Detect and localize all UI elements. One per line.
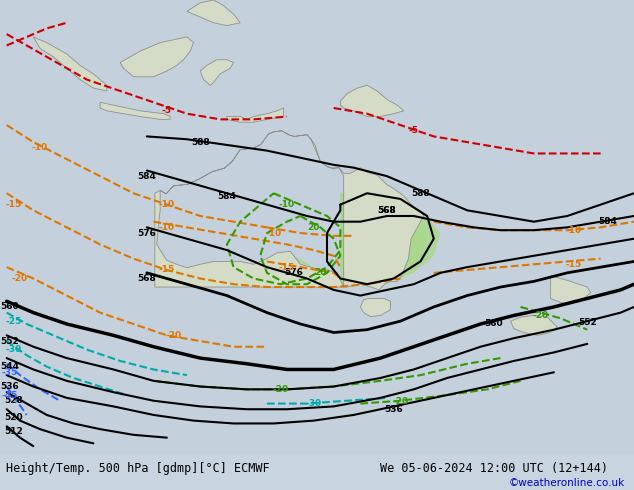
Text: 560: 560 (1, 302, 19, 312)
Polygon shape (510, 316, 557, 335)
Text: 576: 576 (284, 269, 303, 277)
Polygon shape (34, 37, 107, 91)
Text: -15: -15 (566, 260, 582, 269)
Polygon shape (120, 37, 193, 77)
Text: -15: -15 (5, 200, 22, 209)
Text: -20: -20 (165, 331, 181, 340)
Polygon shape (155, 131, 424, 290)
Text: 536: 536 (384, 405, 403, 414)
Text: -20: -20 (392, 397, 408, 406)
Text: -20: -20 (272, 385, 288, 394)
Text: -30: -30 (306, 399, 321, 408)
Polygon shape (100, 102, 170, 120)
Text: -30: -30 (5, 345, 22, 354)
Polygon shape (550, 276, 591, 304)
Text: 576: 576 (138, 228, 156, 238)
Text: 584: 584 (138, 172, 156, 181)
Polygon shape (340, 193, 441, 284)
Polygon shape (200, 60, 233, 85)
Text: 512: 512 (4, 427, 23, 437)
Text: 528: 528 (4, 396, 23, 405)
Text: 20: 20 (314, 269, 327, 277)
Polygon shape (510, 316, 557, 335)
Text: 568: 568 (138, 274, 156, 283)
Text: -10: -10 (566, 226, 582, 235)
Text: We 05-06-2024 12:00 UTC (12+144): We 05-06-2024 12:00 UTC (12+144) (380, 463, 609, 475)
Text: -15: -15 (279, 263, 295, 271)
Text: -20: -20 (533, 311, 548, 320)
Polygon shape (340, 85, 404, 117)
Text: -5: -5 (162, 106, 172, 115)
Polygon shape (187, 0, 240, 25)
Text: -10: -10 (266, 228, 281, 238)
Text: 588: 588 (411, 189, 430, 198)
Text: -10: -10 (158, 200, 175, 209)
Polygon shape (157, 176, 427, 284)
Text: 568: 568 (378, 206, 396, 215)
Text: 588: 588 (191, 138, 210, 147)
Text: 560: 560 (484, 319, 503, 328)
Text: 552: 552 (578, 318, 597, 327)
Text: 552: 552 (1, 337, 20, 345)
Polygon shape (360, 298, 391, 317)
Text: -10: -10 (158, 223, 175, 232)
Text: 584: 584 (217, 192, 236, 200)
Polygon shape (227, 108, 283, 122)
Text: -10: -10 (32, 143, 48, 152)
Text: 568: 568 (378, 206, 396, 215)
Text: -25: -25 (5, 317, 22, 326)
Text: 20: 20 (307, 223, 320, 232)
Text: 520: 520 (4, 413, 23, 422)
Text: -5: -5 (409, 126, 419, 135)
Text: -45: -45 (2, 391, 18, 399)
Text: 544: 544 (1, 362, 20, 371)
Text: -10: -10 (279, 200, 295, 209)
Text: -15: -15 (158, 266, 175, 274)
Text: 584: 584 (598, 217, 617, 226)
Text: -35: -35 (2, 368, 18, 377)
Text: ©weatheronline.co.uk: ©weatheronline.co.uk (508, 478, 624, 488)
Text: 536: 536 (1, 382, 20, 391)
Text: -20: -20 (12, 274, 28, 283)
Text: Height/Temp. 500 hPa [gdmp][°C] ECMWF: Height/Temp. 500 hPa [gdmp][°C] ECMWF (6, 463, 270, 475)
